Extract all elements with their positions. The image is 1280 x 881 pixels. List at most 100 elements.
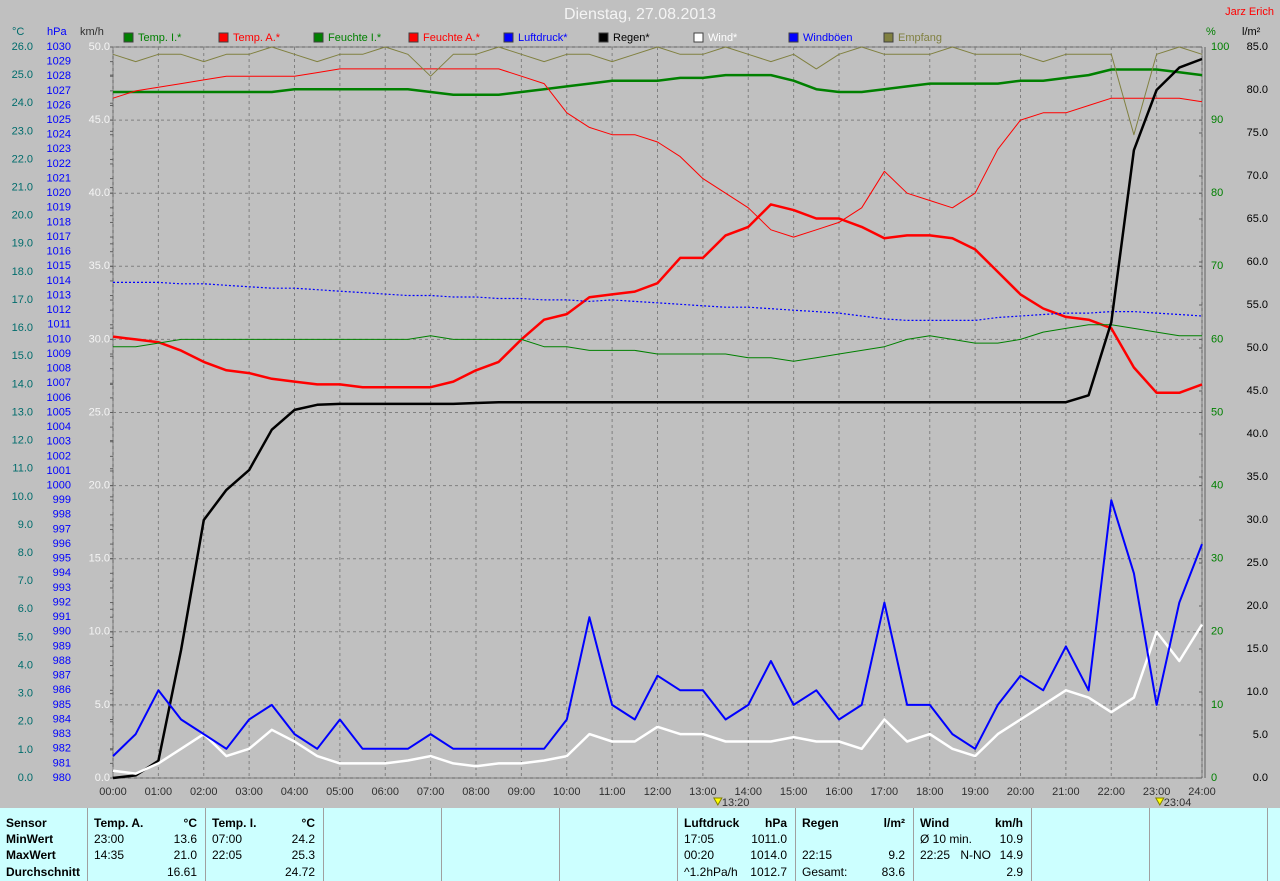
y-tick-label: 15.0 — [89, 553, 110, 565]
x-tick-label: 15:00 — [780, 786, 808, 798]
table-column: Temp. I. °C 07:00 24.2 22:05 25.3 24.72 — [206, 808, 324, 881]
y-tick-label: 35.0 — [89, 260, 110, 272]
legend-swatch — [883, 32, 894, 43]
x-tick-label: 11:00 — [599, 786, 626, 798]
column-unit: °C — [301, 816, 315, 830]
row-time: 17:05 — [684, 832, 715, 846]
axis-unit: % — [1206, 26, 1216, 38]
x-tick-label: 23:00 — [1143, 786, 1171, 798]
y-tick-label: 989 — [53, 640, 71, 652]
y-tick-label: 5.0 — [18, 631, 33, 643]
y-tick-label: 985 — [53, 699, 71, 711]
axis-unit: °C — [12, 26, 24, 38]
y-tick-label: 5.0 — [95, 699, 110, 711]
y-tick-label: 23.0 — [12, 125, 33, 137]
y-tick-label: 45.0 — [1247, 385, 1268, 397]
y-tick-label: 990 — [53, 626, 71, 638]
series-line — [112, 203, 1203, 395]
y-tick-label: 997 — [53, 523, 71, 535]
x-tick-label: 24:00 — [1188, 786, 1216, 798]
y-tick-label: 9.0 — [18, 519, 33, 531]
y-tick-label: 60 — [1211, 333, 1223, 345]
y-tick-label: 75.0 — [1247, 127, 1268, 139]
legend-label: Wind* — [708, 32, 738, 44]
series-line — [112, 68, 1203, 238]
y-tick-label: 1027 — [47, 85, 71, 97]
author: Jarz Erich — [1225, 6, 1274, 18]
x-tick-label: 03:00 — [235, 786, 263, 798]
x-tick-label: 16:00 — [825, 786, 853, 798]
y-tick-label: 17.0 — [12, 294, 33, 306]
series-line — [113, 324, 1202, 362]
x-tick-label: 01:00 — [145, 786, 173, 798]
table-column: Sensor MinWert MaxWert Durchschnitt — [0, 808, 88, 881]
x-tick-label: 09:00 — [508, 786, 536, 798]
y-tick-label: 991 — [53, 611, 71, 623]
y-tick-label: 987 — [53, 670, 71, 682]
y-tick-label: 1009 — [47, 348, 71, 360]
row-value: 9.2 — [888, 848, 905, 862]
y-tick-label: 1022 — [47, 158, 71, 170]
y-tick-label: 15.0 — [12, 350, 33, 362]
column-unit: hPa — [764, 816, 787, 830]
x-tick-label: 22:00 — [1097, 786, 1125, 798]
y-tick-label: 982 — [53, 743, 71, 755]
y-tick-label: 995 — [53, 553, 71, 565]
y-tick-label: 993 — [53, 582, 71, 594]
y-tick-label: 6.0 — [18, 603, 33, 615]
legend-swatch — [408, 32, 419, 43]
y-tick-label: 50 — [1211, 406, 1223, 418]
y-tick-label: 20.0 — [12, 210, 33, 222]
sun-marker — [1154, 797, 1165, 807]
y-tick-label: 1007 — [47, 377, 71, 389]
y-tick-label: 65.0 — [1247, 213, 1268, 225]
y-tick-label: 10.0 — [89, 626, 110, 638]
y-tick-label: 1028 — [47, 70, 71, 82]
y-tick-label: 0 — [1211, 772, 1217, 784]
x-tick-label: 19:00 — [961, 786, 989, 798]
axis-unit: km/h — [80, 26, 104, 38]
sun-marker — [712, 797, 723, 807]
y-tick-label: 45.0 — [89, 114, 110, 126]
y-tick-label: 0.0 — [1253, 772, 1268, 784]
x-tick-label: 02:00 — [190, 786, 218, 798]
y-tick-label: 996 — [53, 538, 71, 550]
series-line — [112, 499, 1203, 757]
row-label: MaxWert — [6, 848, 56, 862]
y-tick-label: 80 — [1211, 187, 1223, 199]
row-value: 2.9 — [1006, 865, 1023, 879]
y-tick-label: 35.0 — [1247, 471, 1268, 483]
y-tick-label: 7.0 — [18, 575, 33, 587]
y-tick-label: 2.0 — [18, 716, 33, 728]
row-value: 1012.7 — [750, 865, 787, 879]
table-column — [442, 808, 560, 881]
column-header: Temp. A. — [94, 816, 144, 830]
legend-swatch — [788, 32, 799, 43]
y-tick-label: 22.0 — [12, 153, 33, 165]
y-tick-label: 10.0 — [12, 491, 33, 503]
column-header: Luftdruck — [684, 816, 740, 830]
legend-swatch — [503, 32, 514, 43]
axis-unit: hPa — [47, 26, 67, 38]
legend-label: Feuchte I.* — [328, 32, 382, 44]
y-tick-label: 1029 — [47, 56, 71, 68]
y-tick-label: 986 — [53, 684, 71, 696]
y-tick-label: 25.0 — [12, 69, 33, 81]
y-tick-label: 20.0 — [1247, 600, 1268, 612]
y-tick-label: 15.0 — [1247, 643, 1268, 655]
table-column: Temp. A. °C 23:00 13.6 14:35 21.0 16.61 — [88, 808, 206, 881]
x-tick-label: 17:00 — [871, 786, 899, 798]
row-value: 14.9 — [999, 848, 1023, 862]
row-time: 07:00 — [212, 832, 243, 846]
column-header: Temp. I. — [212, 816, 257, 830]
legend-label: Luftdruck* — [518, 32, 568, 44]
y-tick-label: 19.0 — [12, 238, 33, 250]
y-tick-label: 1013 — [47, 289, 71, 301]
y-tick-label: 1023 — [47, 143, 71, 155]
y-tick-label: 1000 — [47, 480, 71, 492]
y-tick-label: 994 — [53, 567, 71, 579]
series-line — [113, 281, 1203, 321]
y-tick-label: 40.0 — [1247, 428, 1268, 440]
y-tick-label: 1001 — [47, 465, 71, 477]
table-column: Luftdruck hPa 17:05 1011.0 00:20 1014.0 ^1.2hP… — [678, 808, 796, 881]
